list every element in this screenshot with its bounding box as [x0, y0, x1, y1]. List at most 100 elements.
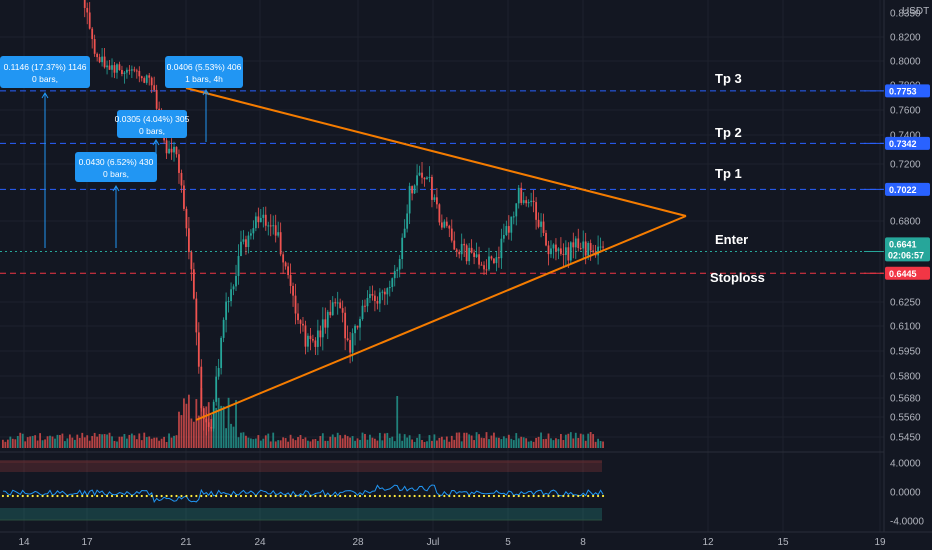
measure-box[interactable] — [75, 152, 157, 182]
osc-dot — [71, 494, 74, 498]
osc-dot — [244, 494, 248, 498]
candle-body — [520, 187, 523, 203]
osc-dot — [6, 494, 9, 498]
candle-body — [245, 239, 247, 248]
candle-body — [403, 228, 406, 238]
osc-dot — [215, 494, 218, 498]
volume-bar — [356, 438, 359, 448]
volume-bar — [594, 441, 597, 448]
candle-body — [579, 248, 582, 250]
volume-bar — [252, 439, 255, 448]
measure-value: 0.0406 (5.53%) 406 — [167, 62, 242, 72]
measure-arrowhead — [202, 89, 210, 96]
price-axis[interactable]: 0.83500.82000.80000.78000.76000.74000.72… — [890, 9, 921, 444]
osc-dot — [41, 494, 44, 498]
candle-body — [220, 337, 223, 368]
volume-bar — [118, 436, 121, 448]
volume-bar — [282, 437, 285, 448]
volume-bar — [133, 435, 136, 448]
volume-bar — [267, 433, 270, 448]
measure-value: 0.0430 (6.52%) 430 — [79, 157, 154, 167]
osc-dot — [225, 494, 228, 498]
volume-bar — [138, 433, 141, 448]
level-lines — [0, 90, 884, 274]
candle-body — [339, 302, 342, 309]
price-badge-text: 0.6445 — [889, 269, 917, 279]
candle-body — [165, 140, 168, 154]
time-tick-label: 28 — [352, 537, 364, 548]
osc-dot — [363, 494, 367, 498]
osc-dot — [175, 494, 178, 498]
measure-value: 0.1146 (17.37%) 1146 — [4, 62, 87, 72]
candle-body — [292, 285, 294, 296]
candle-body — [574, 238, 577, 248]
volume-bar — [426, 441, 428, 448]
candle-body — [532, 200, 535, 203]
volume-bar — [257, 435, 260, 448]
osc-dot — [522, 494, 525, 498]
price-tick-label: 0.8200 — [890, 33, 921, 44]
volume-bar — [307, 440, 309, 448]
candle-body — [185, 208, 188, 229]
candle-body — [416, 175, 418, 186]
candle-body — [364, 305, 366, 307]
candle-body — [500, 238, 503, 259]
candle-body — [282, 254, 285, 263]
osc-dot — [458, 494, 461, 498]
candle-body — [547, 245, 550, 255]
volume-bar — [78, 437, 81, 448]
osc-dot — [453, 494, 456, 498]
volume-bar — [59, 435, 61, 448]
volume-bar — [545, 438, 547, 448]
candle-body — [312, 339, 314, 341]
candle-body — [602, 246, 604, 248]
price-tick-label: 0.5950 — [890, 347, 921, 358]
price-tick-label: 0.5450 — [890, 433, 921, 444]
osc-dot — [408, 494, 411, 498]
osc-dot — [125, 494, 128, 498]
volume-bar — [436, 440, 438, 448]
volume-bar — [26, 437, 29, 448]
osc-dot — [61, 494, 64, 498]
volume-bar — [431, 440, 433, 448]
osc-dot — [552, 494, 555, 498]
candle-body — [103, 56, 106, 68]
measure-value: 0.0305 (4.04%) 305 — [115, 114, 190, 124]
osc-dot — [180, 494, 183, 498]
osc-dot — [140, 494, 143, 498]
volume-bar — [381, 440, 384, 448]
volume-bar — [222, 406, 225, 448]
candle-body — [336, 302, 339, 304]
osc-dot — [26, 494, 29, 498]
price-tick-label: 0.8350 — [890, 9, 921, 20]
osc-dot — [46, 494, 49, 498]
osc-dot — [557, 494, 560, 498]
candle-body — [502, 235, 505, 239]
measure-bars: 0 bars, — [103, 169, 129, 179]
candle-body — [535, 202, 537, 220]
candle-body — [455, 249, 458, 252]
time-axis[interactable]: 14 17 21 24 28 Jul 5 8 12 15 19 — [18, 537, 886, 548]
measure-box[interactable] — [0, 56, 90, 88]
volume-bar — [443, 439, 446, 448]
volume-bar — [438, 437, 441, 448]
candle-body — [222, 319, 225, 338]
candle-body — [599, 246, 602, 248]
candle-body — [401, 237, 404, 260]
volume-bar — [406, 437, 409, 448]
volume-bar — [272, 432, 275, 448]
volume-bar — [597, 438, 599, 448]
volume-bar — [160, 438, 163, 448]
osc-tick-label: 4.0000 — [890, 459, 921, 470]
candle-body — [552, 244, 555, 249]
volume-bar — [232, 426, 235, 448]
volume-bar — [510, 438, 513, 448]
volume-bar — [366, 439, 369, 448]
candle-body — [232, 286, 235, 290]
volume-bar — [535, 437, 537, 448]
measure-box[interactable] — [165, 56, 243, 88]
osc-dot — [160, 494, 163, 498]
measure-box[interactable] — [117, 110, 187, 138]
candle-body — [495, 257, 498, 264]
